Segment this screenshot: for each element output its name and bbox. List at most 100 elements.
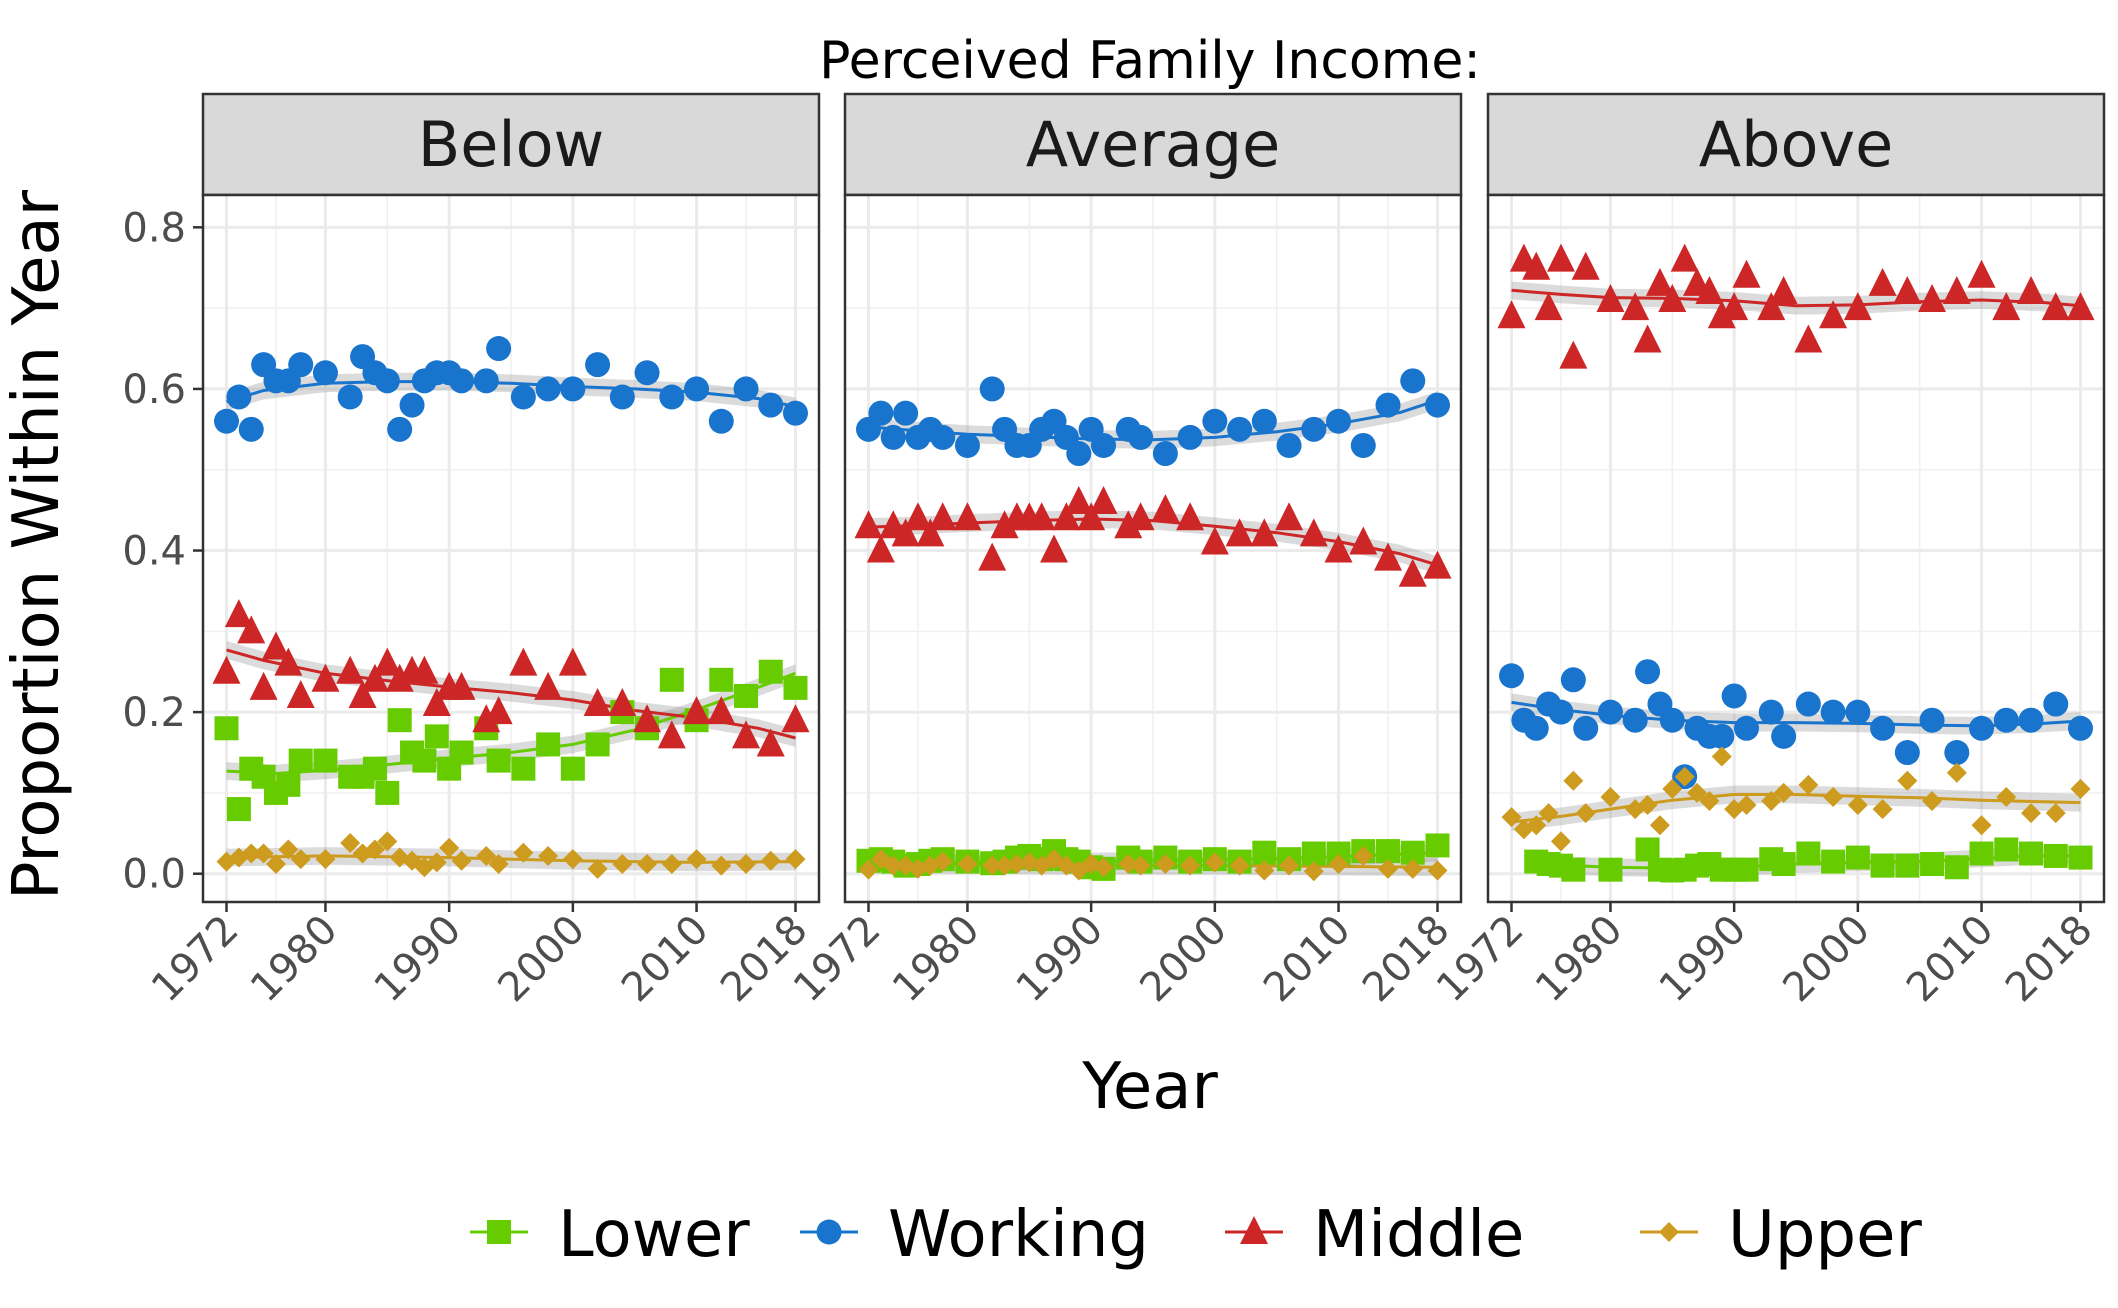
- point-middle: [732, 720, 761, 749]
- point-lower: [659, 667, 684, 692]
- legend-item-upper: Upper: [1640, 1198, 1922, 1272]
- smooth-line-working-below: [226, 380, 796, 409]
- point-working: [2043, 691, 2069, 717]
- point-working: [1944, 740, 1970, 766]
- point-working: [1993, 707, 2019, 733]
- point-lower: [783, 675, 808, 700]
- points-middle-average: [854, 486, 1452, 587]
- point-working: [214, 408, 240, 434]
- point-working: [758, 392, 784, 418]
- point-middle: [1522, 251, 1551, 280]
- point-working: [486, 336, 512, 362]
- point-upper: [1699, 791, 1720, 811]
- point-upper: [1118, 854, 1139, 875]
- point-middle: [472, 704, 501, 733]
- point-working: [473, 368, 499, 394]
- point-middle: [1052, 502, 1081, 531]
- point-working: [684, 376, 710, 402]
- point-working: [1424, 392, 1450, 418]
- point-lower: [375, 780, 400, 805]
- point-middle: [1720, 292, 1749, 321]
- point-upper: [612, 854, 633, 875]
- point-working: [1845, 699, 1871, 725]
- points-upper-average: [858, 845, 1448, 882]
- point-upper: [1637, 795, 1658, 816]
- point-middle: [360, 663, 389, 692]
- point-working: [1659, 707, 1685, 733]
- point-lower: [424, 724, 449, 749]
- point-lower: [1969, 841, 1994, 866]
- point-middle: [1967, 259, 1996, 288]
- y-tick-label: 0.4: [122, 529, 186, 575]
- point-middle: [1151, 494, 1180, 523]
- point-middle: [1596, 284, 1625, 313]
- point-upper: [858, 859, 879, 880]
- y-axis-title: Proportion Within Year: [0, 189, 74, 900]
- point-upper: [1971, 815, 1992, 836]
- legend-label-middle: Middle: [1313, 1198, 1524, 1272]
- point-lower: [1821, 849, 1846, 874]
- point-middle: [385, 663, 414, 692]
- point-working: [1894, 740, 1920, 766]
- point-lower: [214, 716, 239, 741]
- point-middle: [422, 688, 451, 717]
- point-upper: [883, 855, 904, 876]
- point-middle: [373, 647, 402, 676]
- point-middle: [928, 502, 957, 531]
- point-working: [1758, 699, 1784, 725]
- point-middle: [1658, 284, 1687, 313]
- point-lower: [1561, 857, 1586, 882]
- point-working: [1560, 667, 1586, 693]
- point-middle: [608, 688, 637, 717]
- point-upper: [661, 854, 682, 875]
- point-middle: [1497, 300, 1526, 329]
- point-middle: [1077, 502, 1106, 531]
- point-lower: [560, 756, 585, 781]
- point-upper: [1538, 803, 1559, 824]
- chart-title: Perceived Family Income:: [819, 31, 1481, 91]
- point-upper: [1093, 857, 1114, 878]
- point-middle: [978, 542, 1007, 571]
- point-working: [1795, 691, 1821, 717]
- point-upper: [1946, 762, 1967, 783]
- point-middle: [1040, 534, 1069, 563]
- point-middle: [1374, 542, 1403, 571]
- point-working: [226, 384, 252, 410]
- point-lower: [1425, 833, 1450, 858]
- point-lower: [1920, 852, 1945, 877]
- point-upper: [2021, 803, 2042, 824]
- point-lower: [1734, 857, 1759, 882]
- point-upper: [1847, 795, 1868, 816]
- point-upper: [315, 849, 336, 870]
- legend: Lower Working Middle Upper: [470, 1198, 1922, 1272]
- point-middle: [1918, 284, 1947, 313]
- point-middle: [781, 704, 810, 733]
- point-middle: [484, 696, 513, 725]
- point-upper: [1006, 854, 1027, 875]
- point-working: [1375, 392, 1401, 418]
- point-lower: [511, 756, 536, 781]
- point-middle: [1707, 300, 1736, 329]
- point-middle: [1176, 502, 1205, 531]
- point-upper: [538, 845, 559, 866]
- point-upper: [364, 839, 385, 860]
- point-middle: [1114, 510, 1143, 539]
- strip-label-below: Below: [418, 108, 605, 181]
- point-middle: [509, 647, 538, 676]
- point-working: [1635, 659, 1661, 685]
- point-lower: [288, 748, 313, 773]
- point-working: [1597, 699, 1623, 725]
- point-working: [880, 424, 906, 450]
- point-working: [1128, 424, 1154, 450]
- points-middle-below: [212, 599, 810, 757]
- point-upper: [1353, 845, 1374, 866]
- point-working: [659, 384, 685, 410]
- point-upper: [1279, 855, 1300, 876]
- point-working: [1499, 663, 1525, 689]
- point-upper: [1687, 782, 1708, 803]
- point-upper: [1180, 855, 1201, 876]
- point-working: [1969, 715, 1995, 741]
- point-upper: [562, 849, 583, 870]
- legend-label-working: Working: [888, 1198, 1149, 1272]
